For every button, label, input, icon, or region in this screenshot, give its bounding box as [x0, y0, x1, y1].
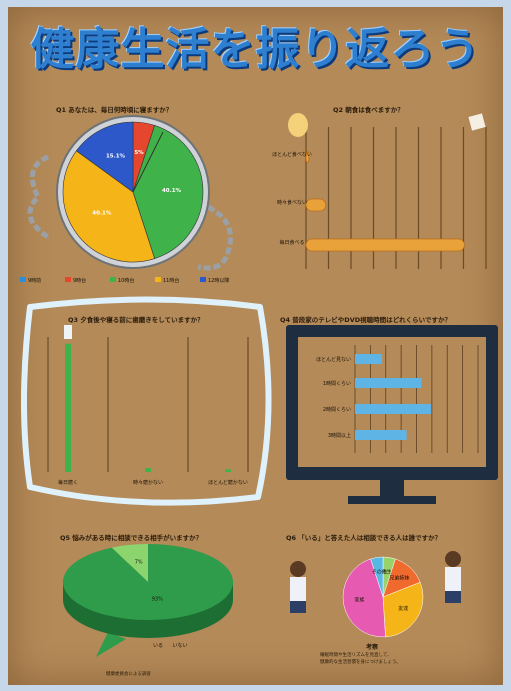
q6-data-label-4: その他 — [372, 568, 387, 575]
q1-data-label-3: 40.1% — [92, 211, 112, 217]
q3-category-2: ほとんど磨かない — [208, 479, 248, 486]
q6-data-label-2: 友達 — [398, 605, 408, 612]
q1-pie-chart: 5% 40.1% 40.1% 15.1% 9時前 9時台 10時台 11時台 12時以降 — [20, 115, 233, 284]
footer-heading: 考察 — [366, 644, 379, 651]
q2-category-1: 時々食べない — [277, 199, 307, 206]
q4-bar-1 — [355, 378, 422, 388]
q1-legend-0: 9時前 — [28, 277, 41, 284]
tv-stand-neck — [380, 480, 404, 498]
chain-decoration — [27, 154, 233, 271]
q4-title: Q4 普段家のテレビやDVD視聴時間はどれくらいですか？ — [280, 316, 451, 324]
student-skirt-1 — [445, 591, 461, 603]
q6-data-label-0: 先生 — [382, 568, 392, 575]
student-body-1 — [445, 567, 461, 591]
student-head-0 — [290, 561, 306, 577]
q2-bar-2 — [305, 238, 465, 252]
q1-legend-1: 9時台 — [73, 277, 86, 284]
q3-bubble-frame — [21, 296, 272, 506]
footer-line-2: 健康的な生活習慣を身につけましょう。 — [320, 660, 401, 665]
credit: 健康委員会による調査 — [106, 672, 151, 677]
q5-slice-0 — [62, 544, 233, 621]
q5-bubble-tail — [96, 632, 126, 657]
q3-title: Q3 夕食後や寝る前に歯磨きをしていますか？ — [68, 316, 204, 324]
toothbrush-head-icon — [64, 325, 72, 339]
q3-bar-2 — [225, 469, 231, 472]
q4-tv-bar-chart: ほとんど見ない 1時間くらい 2時間くらい 3時間以上 — [286, 325, 498, 504]
q4-category-2: 2時間くらい — [323, 407, 351, 413]
q5-pie-chart: 93% 7% いる いない — [62, 544, 233, 657]
bread-icon — [288, 113, 308, 137]
q1-data-label-2: 40.1% — [162, 188, 182, 194]
q5-data-label-1: 7% — [135, 559, 143, 565]
q4-bar-0 — [355, 354, 383, 364]
q4-bar-3 — [355, 430, 407, 440]
q1-legend-swatch-1 — [65, 277, 71, 282]
tv-screen — [298, 337, 486, 467]
q4-category-3: 3時間以上 — [328, 432, 351, 439]
student-skirt-0 — [290, 601, 306, 613]
q1-legend-2: 10時台 — [118, 277, 134, 284]
q5-legend-1: いない — [172, 642, 187, 649]
page-title: 健康生活を振り返ろう — [30, 24, 481, 75]
q2-title: Q2 朝食は食べますか？ — [333, 106, 404, 114]
q3-bar-chart: 毎日磨く 時々磨かない ほとんど磨かない — [21, 296, 272, 506]
q1-slice-4 — [75, 121, 134, 193]
q6-slice-3 — [342, 558, 386, 638]
q4-category-0: ほとんど見ない — [316, 356, 351, 363]
q4-category-1: 1時間くらい — [323, 381, 351, 387]
q1-legend-swatch-4 — [200, 277, 206, 282]
q2-bar-0 — [305, 150, 310, 164]
q1-data-label-4: 15.1% — [106, 154, 126, 160]
q1-slice-2 — [132, 125, 204, 259]
q1-data-label-1: 5% — [134, 150, 144, 156]
q4-bar-2 — [355, 404, 432, 414]
q5-slice-1 — [111, 544, 148, 582]
q2-bar-1 — [305, 198, 327, 212]
q6-slice-4 — [370, 556, 384, 598]
q3-bar-0 — [65, 343, 71, 472]
q1-legend-swatch-3 — [155, 277, 161, 282]
q6-data-label-1: 兄弟姉妹 — [389, 575, 409, 582]
q5-legend-0: いる — [153, 643, 163, 649]
q3-bar-1 — [145, 467, 151, 472]
q1-legend-4: 12時以降 — [208, 277, 229, 284]
q3-category-1: 時々磨かない — [133, 479, 163, 486]
tv-stand-base — [348, 496, 436, 504]
footer-line-1: 睡眠時間や生活リズムを見直して、 — [320, 653, 392, 658]
student-body-0 — [290, 577, 306, 601]
q6-data-label-3: 家族 — [354, 596, 364, 603]
q1-legend-3: 11時台 — [163, 277, 179, 284]
q1-title: Q1 あなたは、毎日何時頃に寝ますか？ — [56, 106, 173, 114]
q2-category-0: ほとんど食べない — [272, 151, 312, 158]
q6-slice-2 — [382, 581, 424, 638]
q6-title: Q6 「いる」と答えた人は相談できる人は誰ですか？ — [286, 534, 442, 542]
toast-icon — [468, 113, 486, 131]
q5-title: Q5 悩みがある時に相談できる相手がいますか？ — [60, 534, 203, 542]
q5-data-label-0: 93% — [152, 597, 163, 603]
q1-legend-swatch-2 — [110, 277, 116, 282]
q1-slice-3 — [62, 150, 156, 263]
q3-category-0: 毎日磨く — [58, 479, 78, 486]
poster: 健康生活を振り返ろう Q1 あなたは、毎日何時頃に寝ますか？ 5% 40.1% 40… — [8, 7, 503, 685]
student-head-1 — [445, 551, 461, 567]
clock-hand — [132, 131, 164, 193]
q1-legend-swatch-0 — [20, 277, 26, 282]
q2-category-2: 毎日食べる — [279, 239, 304, 246]
